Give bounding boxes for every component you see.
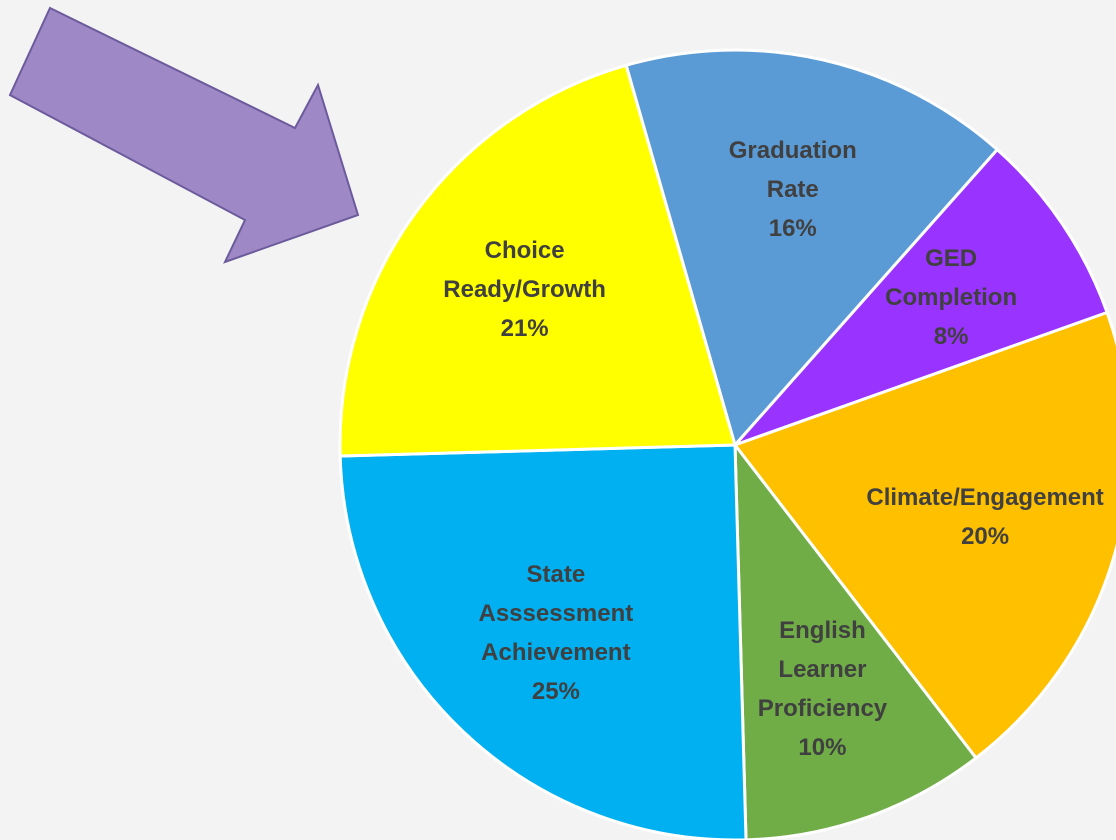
category-label: Ready/Growth [443, 276, 606, 303]
value-label: 10% [798, 734, 846, 761]
slice-label: Graduation Rate 16% [729, 137, 857, 242]
value-label: 8% [934, 324, 969, 351]
category-label: Achievement [481, 639, 630, 666]
slice-label: State Asssessment Achievement 25% [478, 561, 633, 705]
pie-slice [338, 63, 737, 458]
pie-slice [733, 440, 979, 840]
pie-slice [732, 310, 1116, 761]
value-label: 21% [501, 315, 549, 342]
category-label: Proficiency [758, 695, 888, 722]
category-label: Climate/Engagement [866, 484, 1103, 511]
category-label: Completion [885, 285, 1017, 312]
category-label: GED [925, 246, 977, 273]
slice-label: Climate/Engagement 20% [866, 484, 1103, 550]
pie-slice [733, 147, 1110, 447]
pie-slice [624, 48, 1000, 449]
slice-label: Choice Ready/Growth 21% [443, 237, 606, 342]
category-label: Graduation [729, 137, 857, 164]
pie [338, 48, 1116, 840]
category-label: Learner [778, 656, 866, 683]
value-label: 25% [532, 678, 580, 705]
pie-slice [338, 443, 748, 840]
category-label: Choice [485, 237, 565, 264]
arrow [8, 6, 360, 264]
category-label: State [527, 561, 586, 588]
category-label: English [779, 617, 866, 644]
pie-labels: Graduation Rate 16% GED Completion 8% Climate/… [443, 137, 1104, 761]
slice-label: English Learner Proficiency 10% [758, 617, 888, 761]
value-label: 16% [769, 215, 817, 242]
category-label: Asssessment [478, 600, 633, 627]
value-label: 20% [961, 523, 1009, 550]
category-label: Rate [767, 176, 819, 203]
slice-label: GED Completion 8% [885, 246, 1017, 351]
